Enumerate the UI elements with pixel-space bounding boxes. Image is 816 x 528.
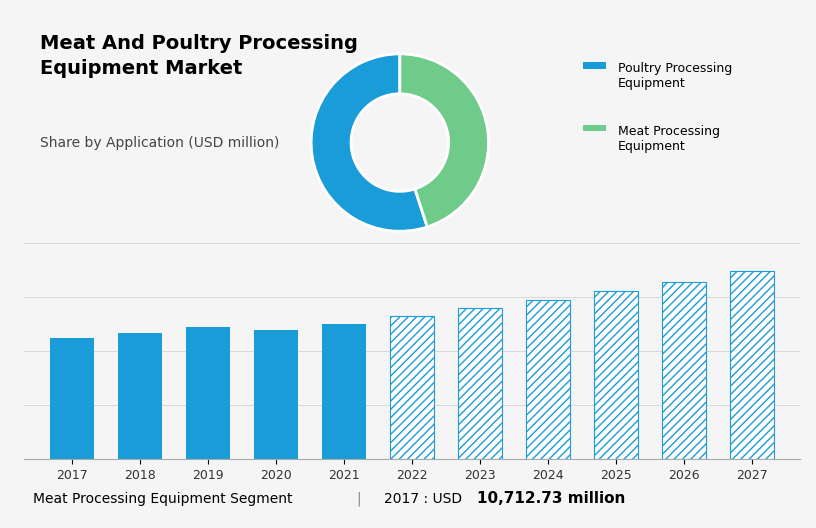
Text: Meat Processing Equipment Segment: Meat Processing Equipment Segment [33,492,292,506]
Bar [322,324,366,459]
Text: Meat Processing
Equipment: Meat Processing Equipment [618,125,720,153]
Bar [458,308,502,459]
Text: |: | [357,492,361,506]
Wedge shape [400,54,489,227]
Text: Meat And Poultry Processing
Equipment Market: Meat And Poultry Processing Equipment Ma… [40,34,358,78]
Bar [662,281,706,459]
Bar [730,271,774,459]
Wedge shape [311,54,428,231]
FancyBboxPatch shape [583,62,605,69]
Bar [254,331,298,459]
Text: Poultry Processing
Equipment: Poultry Processing Equipment [618,62,732,90]
Bar [118,333,162,459]
FancyBboxPatch shape [583,125,605,131]
Bar [50,338,94,459]
Text: Share by Application (USD million): Share by Application (USD million) [40,136,279,149]
Bar [526,300,570,459]
Text: 10,712.73 million: 10,712.73 million [477,492,626,506]
Text: 2017 : USD: 2017 : USD [384,492,466,506]
Bar [594,291,638,459]
Bar [186,327,230,459]
Bar [390,316,434,459]
